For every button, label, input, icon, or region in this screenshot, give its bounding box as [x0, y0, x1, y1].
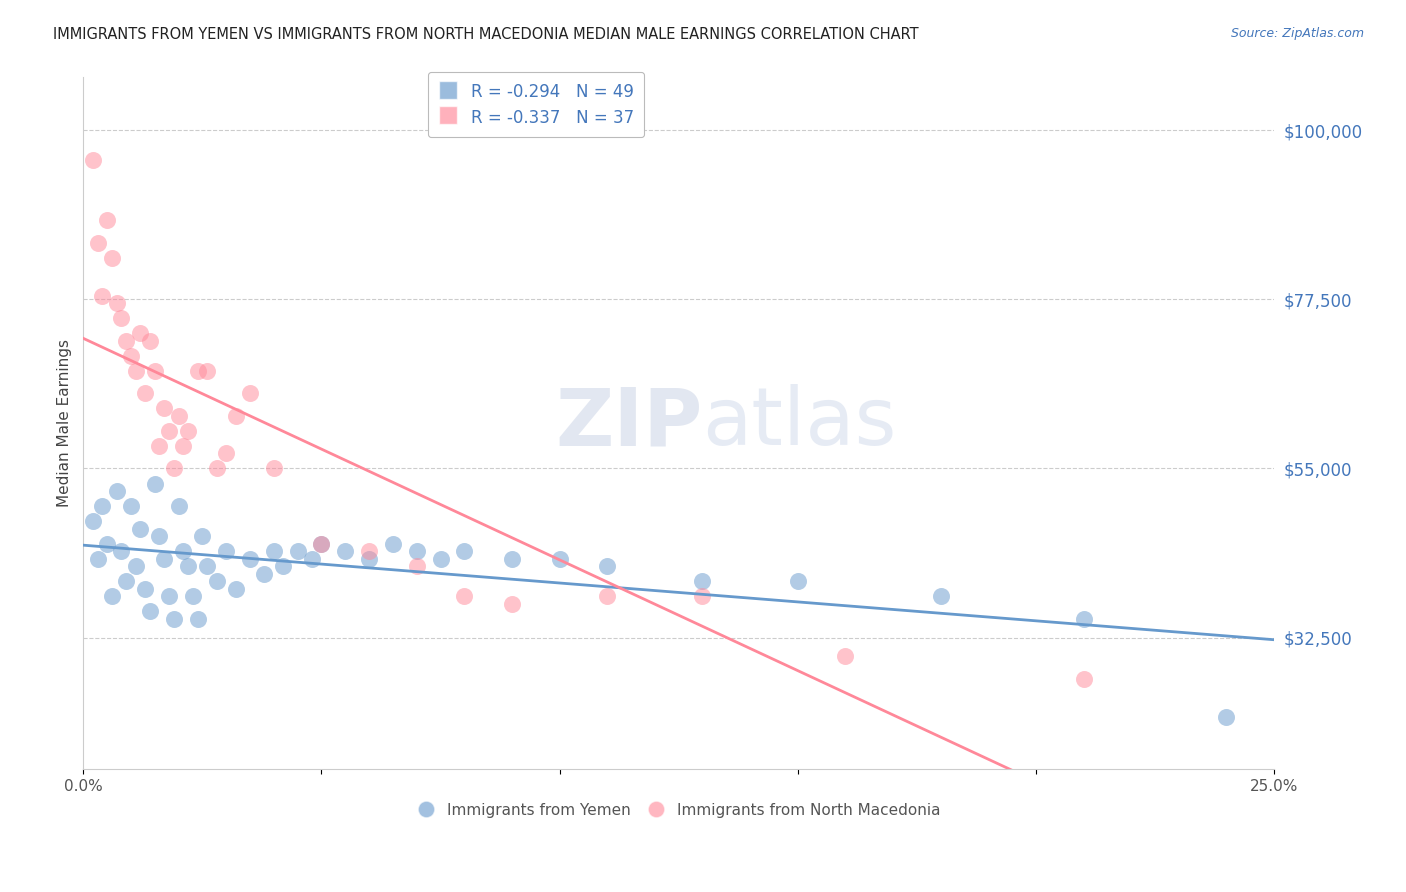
Point: [82, 153, 104, 168]
Point: [82, 514, 104, 528]
Point: [96, 213, 118, 227]
Point: [105, 484, 128, 499]
Point: [205, 574, 228, 589]
Point: [596, 559, 619, 574]
Point: [101, 251, 124, 265]
Point: [548, 551, 571, 566]
Point: [115, 334, 138, 348]
Point: [205, 461, 228, 475]
Point: [453, 544, 475, 558]
Point: [501, 551, 523, 566]
Point: [215, 544, 238, 558]
Point: [453, 590, 475, 604]
Point: [1073, 672, 1095, 686]
Point: [253, 566, 276, 581]
Point: [177, 559, 200, 574]
Point: [225, 409, 247, 423]
Point: [596, 590, 619, 604]
Point: [405, 544, 427, 558]
Point: [357, 551, 380, 566]
Point: [110, 544, 132, 558]
Point: [311, 537, 333, 551]
Point: [134, 582, 156, 596]
Point: [143, 476, 166, 491]
Text: ZIP: ZIP: [555, 384, 703, 462]
Point: [101, 590, 124, 604]
Point: [215, 446, 238, 460]
Point: [125, 364, 148, 378]
Point: [929, 590, 952, 604]
Point: [181, 590, 204, 604]
Point: [105, 296, 128, 310]
Point: [239, 551, 262, 566]
Point: [1073, 612, 1095, 626]
Point: [167, 499, 190, 513]
Point: [177, 424, 200, 438]
Point: [1215, 709, 1237, 723]
Point: [125, 559, 148, 574]
Point: [139, 604, 162, 618]
Point: [153, 401, 176, 416]
Point: [91, 288, 114, 302]
Point: [134, 386, 156, 401]
Point: [335, 544, 357, 558]
Legend: Immigrants from Yemen, Immigrants from North Macedonia: Immigrants from Yemen, Immigrants from N…: [411, 797, 946, 824]
Point: [157, 424, 180, 438]
Point: [357, 544, 380, 558]
Point: [172, 544, 194, 558]
Point: [86, 235, 108, 250]
Point: [692, 590, 714, 604]
Point: [86, 551, 108, 566]
Point: [187, 364, 209, 378]
Point: [129, 522, 152, 536]
Point: [501, 597, 523, 611]
Point: [195, 364, 218, 378]
Point: [153, 551, 176, 566]
Point: [191, 529, 214, 543]
Point: [129, 326, 152, 340]
Point: [148, 439, 170, 453]
Text: atlas: atlas: [703, 384, 897, 462]
Point: [834, 649, 856, 664]
Point: [143, 364, 166, 378]
Point: [195, 559, 218, 574]
Point: [263, 461, 285, 475]
Point: [381, 537, 404, 551]
Point: [157, 590, 180, 604]
Point: [239, 386, 262, 401]
Point: [786, 574, 808, 589]
Point: [301, 551, 323, 566]
Point: [96, 537, 118, 551]
Point: [91, 499, 114, 513]
Point: [263, 544, 285, 558]
Point: [172, 439, 194, 453]
Point: [120, 499, 142, 513]
Point: [110, 311, 132, 326]
Point: [148, 529, 170, 543]
Text: Source: ZipAtlas.com: Source: ZipAtlas.com: [1230, 27, 1364, 40]
Point: [163, 612, 186, 626]
Point: [287, 544, 309, 558]
Point: [167, 409, 190, 423]
Text: IMMIGRANTS FROM YEMEN VS IMMIGRANTS FROM NORTH MACEDONIA MEDIAN MALE EARNINGS CO: IMMIGRANTS FROM YEMEN VS IMMIGRANTS FROM…: [53, 27, 920, 42]
Point: [139, 334, 162, 348]
Point: [692, 574, 714, 589]
Point: [120, 349, 142, 363]
Y-axis label: Median Male Earnings: Median Male Earnings: [58, 339, 72, 508]
Point: [187, 612, 209, 626]
Point: [163, 461, 186, 475]
Point: [115, 574, 138, 589]
Point: [311, 537, 333, 551]
Point: [429, 551, 451, 566]
Point: [273, 559, 295, 574]
Point: [405, 559, 427, 574]
Point: [225, 582, 247, 596]
